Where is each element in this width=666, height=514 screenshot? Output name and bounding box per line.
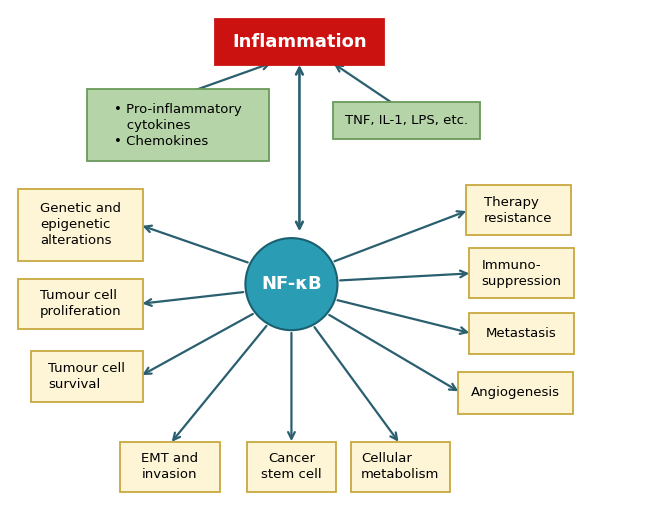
Ellipse shape	[245, 238, 338, 330]
FancyBboxPatch shape	[87, 89, 269, 161]
Text: TNF, IL-1, LPS, etc.: TNF, IL-1, LPS, etc.	[345, 114, 468, 126]
FancyBboxPatch shape	[333, 102, 480, 139]
FancyBboxPatch shape	[469, 313, 574, 355]
Text: Metastasis: Metastasis	[486, 327, 557, 340]
Text: Cellular
metabolism: Cellular metabolism	[361, 452, 440, 481]
Text: EMT and
invasion: EMT and invasion	[141, 452, 198, 481]
Text: Inflammation: Inflammation	[232, 33, 367, 51]
FancyBboxPatch shape	[458, 372, 573, 414]
Text: Immuno-
suppression: Immuno- suppression	[482, 259, 561, 288]
FancyBboxPatch shape	[18, 279, 143, 329]
Text: • Pro-inflammatory
   cytokines
• Chemokines: • Pro-inflammatory cytokines • Chemokine…	[114, 102, 242, 148]
Text: Angiogenesis: Angiogenesis	[471, 386, 559, 399]
FancyBboxPatch shape	[466, 185, 571, 235]
FancyBboxPatch shape	[214, 19, 384, 65]
FancyBboxPatch shape	[469, 248, 574, 299]
FancyBboxPatch shape	[246, 442, 336, 492]
FancyBboxPatch shape	[121, 442, 220, 492]
Text: Therapy
resistance: Therapy resistance	[484, 196, 553, 225]
Text: Genetic and
epigenetic
alterations: Genetic and epigenetic alterations	[40, 203, 121, 247]
Text: Tumour cell
proliferation: Tumour cell proliferation	[40, 289, 121, 318]
Text: Tumour cell
survival: Tumour cell survival	[49, 362, 125, 391]
FancyBboxPatch shape	[350, 442, 450, 492]
Text: NF-κB: NF-κB	[261, 275, 322, 293]
Text: Cancer
stem cell: Cancer stem cell	[261, 452, 322, 481]
FancyBboxPatch shape	[18, 189, 143, 261]
FancyBboxPatch shape	[31, 351, 143, 401]
